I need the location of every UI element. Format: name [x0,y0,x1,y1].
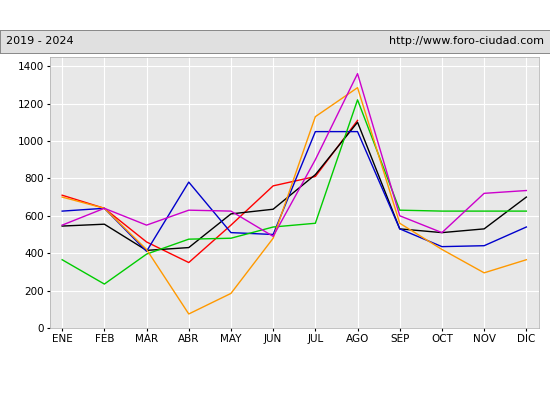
Text: http://www.foro-ciudad.com: http://www.foro-ciudad.com [389,36,544,46]
Text: 2019 - 2024: 2019 - 2024 [6,36,73,46]
Text: Evolucion Nº Turistas Nacionales en el municipio de Toreno: Evolucion Nº Turistas Nacionales en el m… [79,8,471,22]
